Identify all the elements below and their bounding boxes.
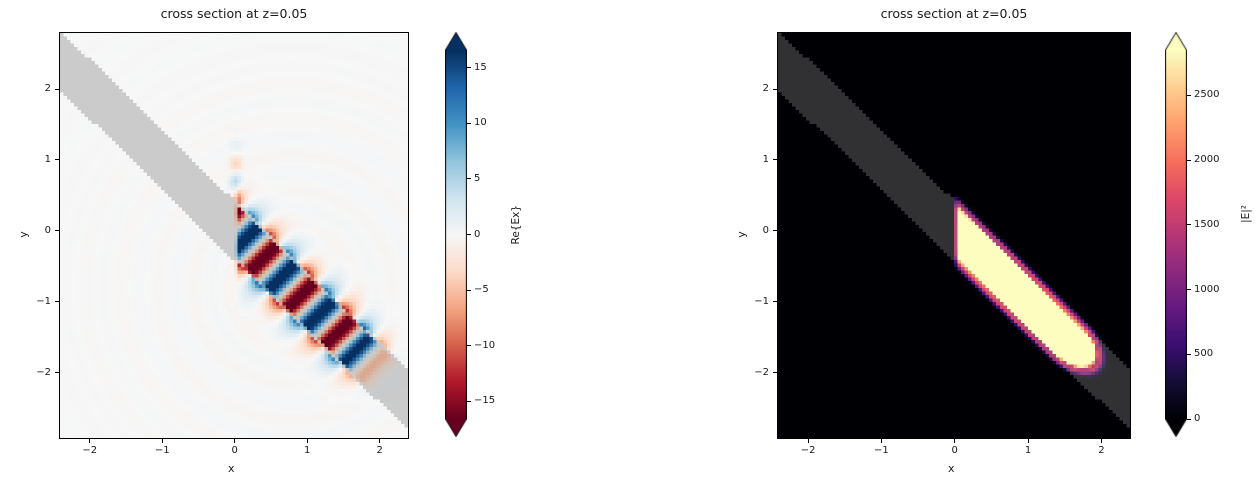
x-tick-label: 0 [231,445,238,456]
colorbar-tick-mark [1187,94,1191,96]
colorbar-tick-label: 500 [1194,348,1214,360]
colorbar-tick-label: 2500 [1194,89,1220,101]
colorbar-tick-label: 0 [1194,413,1201,424]
colorbar-tick-label: 1500 [1194,218,1220,230]
heatmap-intensity [777,32,1131,439]
colorbar-intensity [1165,32,1187,437]
heatmap-re-ex [59,32,409,439]
x-axis-label: x [948,462,955,475]
y-tick-label: 0 [762,224,769,236]
y-tick-label: 1 [762,153,769,165]
colorbar-tick-mark [467,345,471,347]
colorbar-tick-mark [1187,224,1191,226]
y-tick-mark [773,230,777,232]
y-tick-mark [55,230,59,232]
x-tick-label: −1 [874,445,889,456]
colorbar-label: |E|² [1240,205,1252,223]
panel-title: cross section at z=0.05 [160,6,308,21]
colorbar-tick-mark [467,122,471,124]
x-tick-label: 2 [1098,445,1105,456]
x-tick-mark [234,439,236,443]
colorbar-tick-mark [467,234,471,235]
x-tick-mark [954,439,956,443]
colorbar-tick-mark [467,178,471,180]
x-tick-label: 2 [376,445,383,456]
y-tick-mark [55,301,59,303]
colorbar-tick-label: 15 [474,61,487,73]
panel-title: cross section at z=0.05 [880,6,1028,21]
y-tick-mark [55,159,59,161]
y-tick-label: −1 [36,295,51,307]
colorbar-label: Re{Ex} [510,205,522,245]
y-tick-label: 0 [44,224,51,236]
colorbar-tick-mark [467,289,471,291]
x-tick-label: −2 [82,445,98,456]
x-tick-mark [807,439,809,443]
x-tick-mark [306,439,308,443]
x-tick-label: 1 [1024,445,1032,456]
y-tick-label: 2 [44,83,51,95]
x-axis-label: x [228,462,235,475]
colorbar-tick-label: −10 [474,339,496,351]
x-tick-mark [161,439,163,443]
colorbar-tick-mark [467,400,471,402]
y-tick-label: −2 [36,366,51,378]
y-tick-mark [773,372,777,374]
y-tick-mark [773,88,777,90]
y-tick-mark [773,301,777,303]
x-tick-label: 0 [951,445,958,456]
x-tick-label: −1 [154,445,170,456]
x-tick-mark [89,439,91,443]
colorbar-re-ex [445,32,467,437]
colorbar-tick-label: 10 [474,117,487,129]
x-tick-mark [880,439,882,443]
y-tick-label: 1 [44,153,51,165]
colorbar-tick-mark [1187,418,1191,420]
x-tick-mark [1027,439,1029,443]
colorbar-tick-mark [1187,353,1191,355]
colorbar-tick-mark [1187,159,1191,161]
colorbar-tick-label: 2000 [1194,154,1220,166]
y-tick-label: 2 [762,83,769,95]
x-tick-label: 1 [304,445,311,456]
x-tick-mark [379,439,381,443]
colorbar-tick-mark [467,67,471,69]
y-tick-label: −2 [754,366,769,378]
x-tick-label: −2 [800,445,816,456]
y-tick-mark [55,372,59,374]
colorbar-tick-label: 1000 [1194,283,1220,295]
colorbar-tick-label: −5 [474,284,489,296]
y-tick-mark [773,159,777,161]
y-tick-mark [55,88,59,90]
y-tick-label: −1 [754,295,769,307]
colorbar-tick-label: 5 [474,172,481,184]
x-tick-mark [1100,439,1102,443]
colorbar-tick-label: −15 [474,395,496,407]
colorbar-tick-label: 0 [474,228,481,240]
colorbar-tick-mark [1187,289,1191,291]
